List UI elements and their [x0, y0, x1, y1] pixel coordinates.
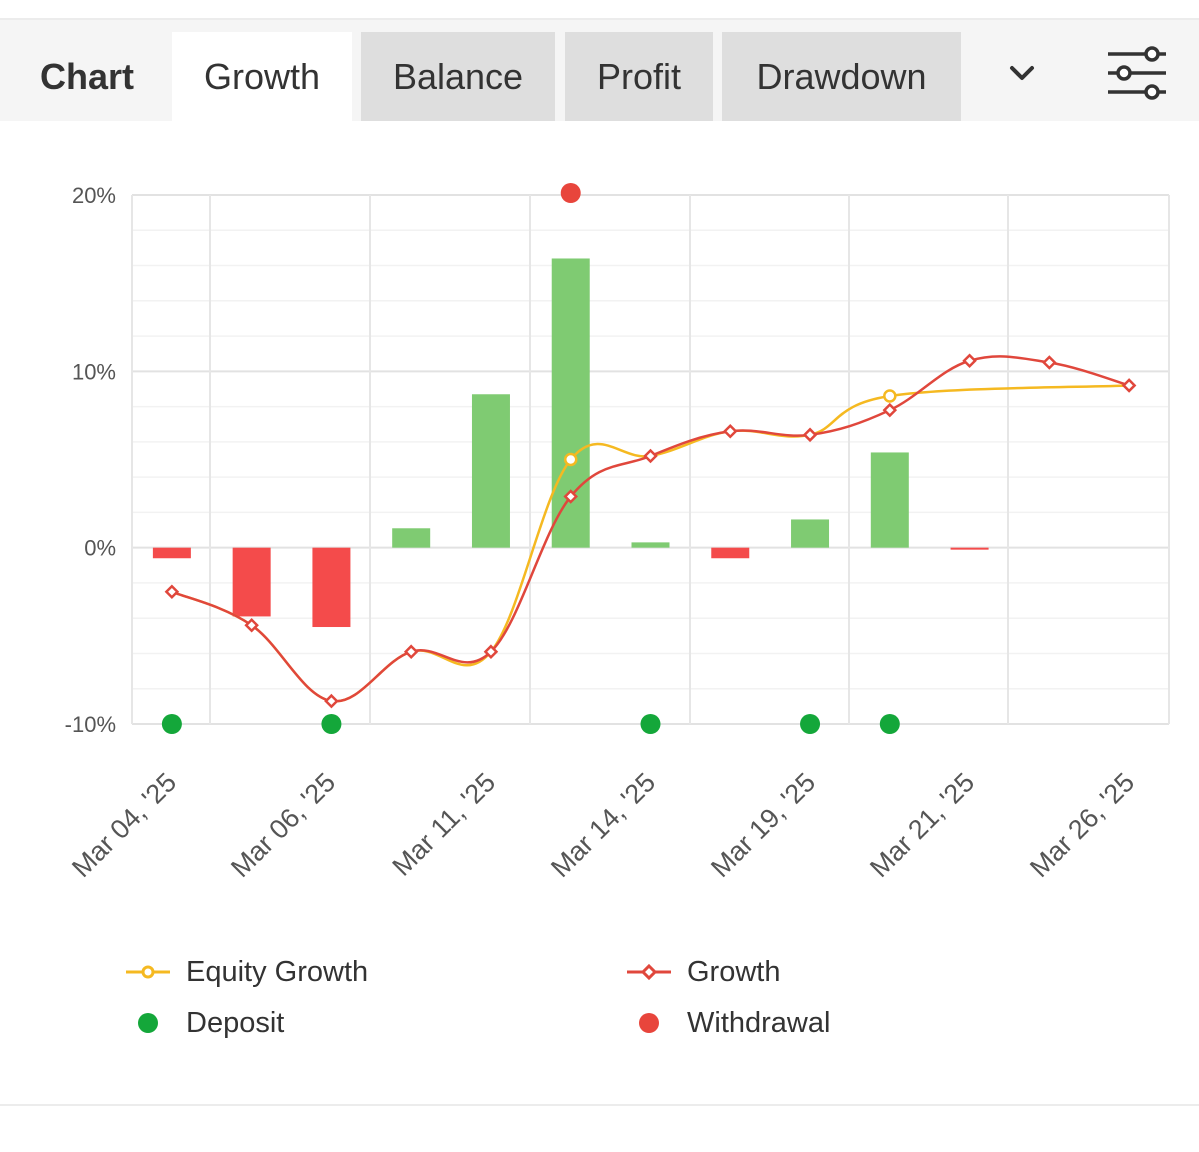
bar: [471, 394, 510, 548]
y-tick-label: 0%: [84, 536, 116, 561]
growth-point: [563, 489, 578, 504]
withdrawal-marker: [560, 183, 581, 203]
growth-point: [723, 424, 738, 439]
y-tick-label: 20%: [72, 183, 116, 208]
bar: [950, 547, 989, 550]
deposit-marker: [640, 714, 661, 734]
x-tick-label: Mar 14, '25: [545, 767, 661, 883]
bar: [152, 547, 191, 559]
chart-markers: [161, 183, 1137, 734]
x-tick-label: Mar 04, '25: [66, 767, 182, 883]
bottom-divider: [0, 1104, 1199, 1106]
growth-point: [882, 402, 898, 418]
x-tick-label: Mar 21, '25: [864, 767, 980, 883]
legend-deposit-label: Deposit: [186, 1006, 285, 1039]
bar: [631, 542, 670, 548]
bar: [392, 528, 431, 548]
deposit-dot-icon: [138, 1013, 158, 1033]
legend-growth[interactable]: Growth: [625, 952, 780, 992]
chart-section-label: Chart: [40, 56, 135, 97]
bar: [232, 547, 271, 617]
y-axis: 20% 10% 0% -10%: [65, 183, 116, 737]
x-axis: Mar 04, '25 Mar 06, '25 Mar 11, '25 Mar 14,…: [66, 767, 1140, 883]
growth-point: [324, 693, 339, 709]
growth-point: [483, 644, 499, 659]
legend-equity-growth[interactable]: Equity Growth: [124, 952, 368, 992]
growth-point: [1042, 355, 1057, 370]
growth-line: [171, 355, 1130, 703]
growth-point: [802, 427, 818, 443]
chart-lines: [171, 355, 1130, 703]
bar: [870, 452, 909, 548]
legend-growth-label: Growth: [687, 955, 781, 988]
more-tabs-dropdown[interactable]: [1000, 52, 1044, 96]
chart-bars: [152, 258, 989, 628]
legend-deposit[interactable]: Deposit: [124, 1003, 284, 1043]
bar: [312, 547, 351, 628]
chevron-down-icon: [1010, 66, 1034, 80]
withdrawal-dot-icon: [639, 1013, 659, 1033]
growth-point: [643, 448, 658, 464]
tab-drawdown[interactable]: Drawdown: [722, 32, 961, 121]
y-tick-label: -10%: [65, 712, 116, 737]
bar: [711, 547, 750, 559]
x-tick-label: Mar 06, '25: [225, 767, 341, 883]
deposit-marker: [879, 714, 900, 734]
x-tick-label: Mar 26, '25: [1024, 767, 1140, 883]
tab-balance[interactable]: Balance: [361, 32, 555, 121]
equity-point: [563, 452, 578, 467]
legend-equity-label: Equity Growth: [186, 955, 369, 988]
chart-settings-button[interactable]: [1104, 42, 1170, 104]
legend-withdrawal[interactable]: Withdrawal: [625, 1003, 830, 1043]
chart-grid: [131, 194, 1170, 725]
bar: [791, 519, 830, 548]
growth-point: [1121, 378, 1137, 393]
sliders-icon: [1108, 46, 1166, 100]
growth-line-icon: [627, 963, 671, 981]
y-tick-label: 10%: [72, 359, 116, 384]
equity-point: [883, 389, 897, 403]
growth-point: [962, 353, 977, 369]
deposit-marker: [161, 714, 182, 734]
growth-chart: 20% 10% 0% -10% Mar 04, '25 Mar 06, '25 Mar 1…: [65, 183, 1170, 883]
deposit-marker: [800, 714, 821, 734]
growth-point: [164, 584, 180, 600]
growth-point: [244, 617, 259, 633]
bar: [551, 258, 590, 548]
top-divider: [0, 18, 1199, 20]
growth-point: [403, 644, 419, 659]
x-tick-label: Mar 11, '25: [387, 767, 502, 882]
tab-profit[interactable]: Profit: [565, 32, 713, 121]
legend-withdrawal-label: Withdrawal: [687, 1006, 831, 1039]
x-tick-label: Mar 19, '25: [705, 767, 821, 883]
deposit-marker: [321, 714, 342, 734]
tab-growth[interactable]: Growth: [172, 32, 352, 121]
equity-line-icon: [126, 965, 170, 979]
